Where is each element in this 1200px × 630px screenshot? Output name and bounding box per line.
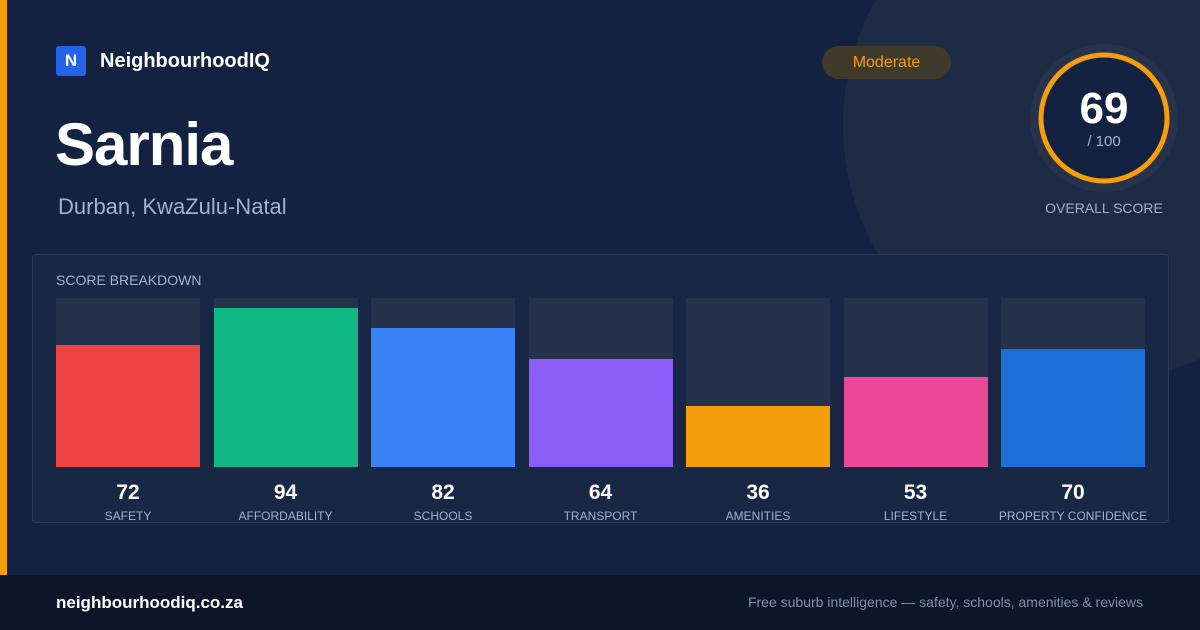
- bar-fill: [528, 359, 673, 467]
- score-bar-property-confidence: 70 PROPERTY CONFIDENCE: [999, 298, 1147, 523]
- score-breakdown-panel: SCORE BREAKDOWN 72 SAFETY 94 AFFORDABILITY 8…: [32, 254, 1169, 523]
- overall-score-value: 69: [1079, 84, 1129, 133]
- overall-score-ring: 69 / 100: [1030, 44, 1178, 192]
- bar-track: [56, 298, 200, 467]
- bar-track: [213, 298, 358, 467]
- bar-fill: [686, 406, 830, 467]
- bar-fill: [843, 377, 988, 467]
- bar-value: 64: [588, 481, 613, 504]
- bar-label: SAFETY: [104, 509, 152, 523]
- score-bar-transport: 64 TRANSPORT: [528, 298, 673, 523]
- bar-value: 36: [746, 481, 770, 504]
- bar-label: SCHOOLS: [413, 509, 473, 523]
- breakdown-title: SCORE BREAKDOWN: [56, 272, 202, 288]
- suburb-name: Sarnia: [55, 111, 233, 178]
- overall-score-max: / 100: [1087, 133, 1121, 150]
- brand-logo-icon: N: [56, 46, 86, 76]
- bar-track: [528, 298, 673, 467]
- bar-track: [686, 298, 830, 467]
- bar-fill: [213, 308, 358, 467]
- bar-value: 94: [273, 481, 298, 504]
- footer: neighbourhoodiq.co.za Free suburb intell…: [0, 575, 1200, 630]
- score-bar-schools: 82 SCHOOLS: [371, 298, 515, 523]
- bar-value: 82: [431, 481, 455, 504]
- bar-value: 53: [903, 481, 928, 504]
- bar-track: [843, 298, 988, 467]
- footer-tagline: Free suburb intelligence — safety, schoo…: [747, 594, 1143, 610]
- bar-label: TRANSPORT: [563, 509, 638, 523]
- bar-fill: [56, 345, 200, 467]
- bar-label: AFFORDABILITY: [238, 509, 333, 523]
- bar-label: LIFESTYLE: [883, 509, 948, 523]
- rating-badge: Moderate: [822, 46, 951, 79]
- overall-score-label: OVERALL SCORE: [1045, 200, 1163, 216]
- score-bar-safety: 72 SAFETY: [56, 298, 200, 523]
- bar-track: [1001, 298, 1145, 467]
- bar-value: 72: [116, 481, 140, 504]
- bar-label: AMENITIES: [725, 509, 791, 523]
- brand: N NeighbourhoodIQ: [56, 46, 270, 76]
- bar-label: PROPERTY CONFIDENCE: [998, 509, 1148, 523]
- score-bar-affordability: 94 AFFORDABILITY: [213, 298, 358, 523]
- bar-fill: [1001, 349, 1145, 467]
- bar-value: 70: [1061, 481, 1085, 504]
- score-bar-lifestyle: 53 LIFESTYLE: [843, 298, 988, 523]
- bar-fill: [371, 328, 515, 467]
- accent-stripe: [0, 0, 7, 575]
- score-ring-icon: [1030, 44, 1178, 192]
- footer-url[interactable]: neighbourhoodiq.co.za: [56, 593, 243, 612]
- bar-track: [371, 298, 515, 467]
- suburb-location: Durban, KwaZulu-Natal: [58, 194, 287, 219]
- score-bar-amenities: 36 AMENITIES: [686, 298, 830, 523]
- brand-name: NeighbourhoodIQ: [100, 49, 270, 72]
